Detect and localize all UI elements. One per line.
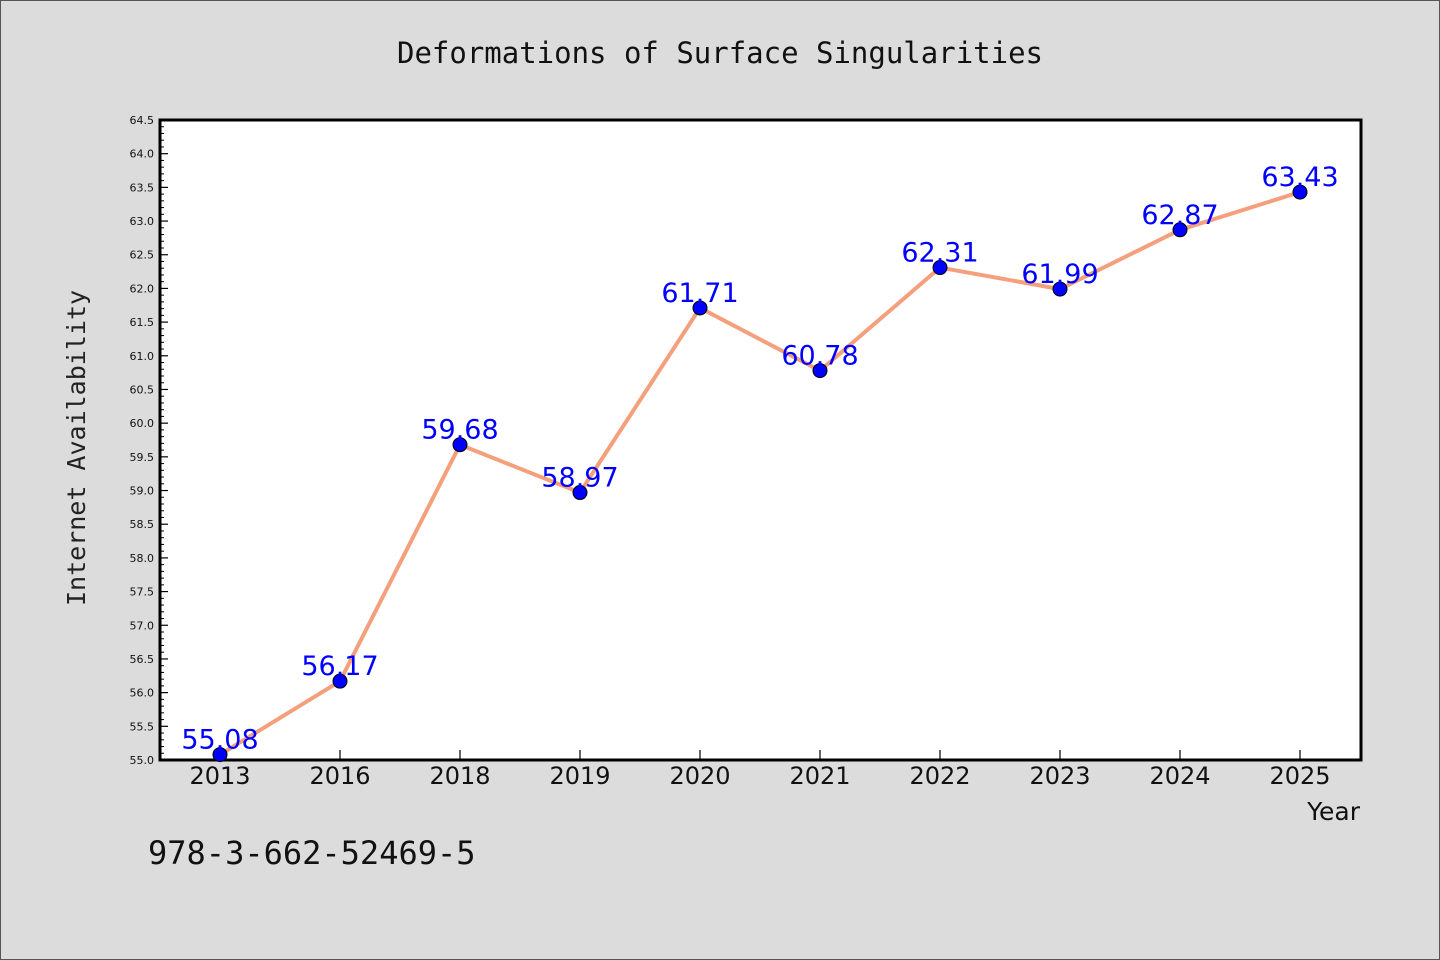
x-tick-label: 2020 <box>669 762 730 790</box>
y-tick-label: 60.5 <box>130 383 155 396</box>
data-label: 62.31 <box>901 238 978 269</box>
data-point <box>1052 281 1068 297</box>
y-tick-label: 57.5 <box>130 586 155 599</box>
data-labels: 55.08 56.17 59.68 58.97 61.71 60.78 62.31 61.99… <box>181 162 1338 756</box>
data-points <box>212 184 1308 763</box>
data-label: 62.87 <box>1141 200 1218 231</box>
x-axis-label: Year <box>1306 797 1361 826</box>
data-label: 60.78 <box>781 341 858 372</box>
series-line <box>218 190 1302 757</box>
isbn-annotation: 978-3-662-52469-5 <box>148 834 476 872</box>
y-tick-label: 63.5 <box>130 181 155 194</box>
y-tick-label: 56.5 <box>130 653 155 666</box>
y-tick-label: 62.5 <box>130 249 155 262</box>
data-point <box>812 363 828 379</box>
x-tick-label: 2025 <box>1269 762 1330 790</box>
data-point <box>452 437 468 453</box>
data-label: 56.17 <box>301 651 378 682</box>
data-point <box>1292 184 1308 200</box>
plot-area <box>158 118 1363 762</box>
y-axis-label: Internet Availability <box>62 290 91 606</box>
y-tick-label: 59.5 <box>130 451 155 464</box>
x-tick-label: 2016 <box>309 762 370 790</box>
data-point <box>692 300 708 316</box>
x-tick-label: 2024 <box>1149 762 1210 790</box>
y-tick-label: 58.0 <box>130 552 155 565</box>
chart-title: Deformations of Surface Singularities <box>397 36 1043 70</box>
y-tick-label: 60.0 <box>130 417 155 430</box>
x-tick-label: 2013 <box>189 762 250 790</box>
y-tick-label: 61.5 <box>130 316 155 329</box>
y-tick-label: 64.5 <box>130 114 155 127</box>
data-point <box>1172 222 1188 238</box>
data-point <box>572 485 588 501</box>
data-label: 61.99 <box>1021 259 1098 290</box>
data-label: 61.71 <box>661 278 738 309</box>
y-tick-label: 58.5 <box>130 518 155 531</box>
y-tick-label: 55.5 <box>130 720 155 733</box>
y-tick-label: 61.0 <box>130 350 155 363</box>
y-tick-label: 56.0 <box>130 687 155 700</box>
data-label: 59.68 <box>421 415 498 446</box>
y-tick-label: 59.0 <box>130 485 155 498</box>
x-tick-label: 2023 <box>1029 762 1090 790</box>
y-tick-label: 55.0 <box>130 754 155 767</box>
data-label: 55.08 <box>181 725 258 756</box>
x-tick-label: 2021 <box>789 762 850 790</box>
series-line-group <box>218 190 1302 757</box>
x-tick-label: 2022 <box>909 762 970 790</box>
x-axis: 2013 2016 2018 2019 2020 2021 2022 2023 2024 2025 <box>189 750 1331 790</box>
y-tick-label: 57.0 <box>130 619 155 632</box>
y-tick-label: 64.0 <box>130 148 155 161</box>
data-point <box>932 260 948 276</box>
y-tick-label: 62.0 <box>130 282 155 295</box>
data-label: 63.43 <box>1261 162 1338 193</box>
data-point <box>212 747 228 763</box>
y-tick-label: 63.0 <box>130 215 155 228</box>
data-point <box>332 673 348 689</box>
y-axis: 55.0 55.5 56.0 56.5 57.0 57.5 58.0 58.5 59.0 59.5… <box>130 114 168 767</box>
x-tick-label: 2018 <box>429 762 490 790</box>
data-label: 58.97 <box>541 463 618 494</box>
x-tick-label: 2019 <box>549 762 610 790</box>
